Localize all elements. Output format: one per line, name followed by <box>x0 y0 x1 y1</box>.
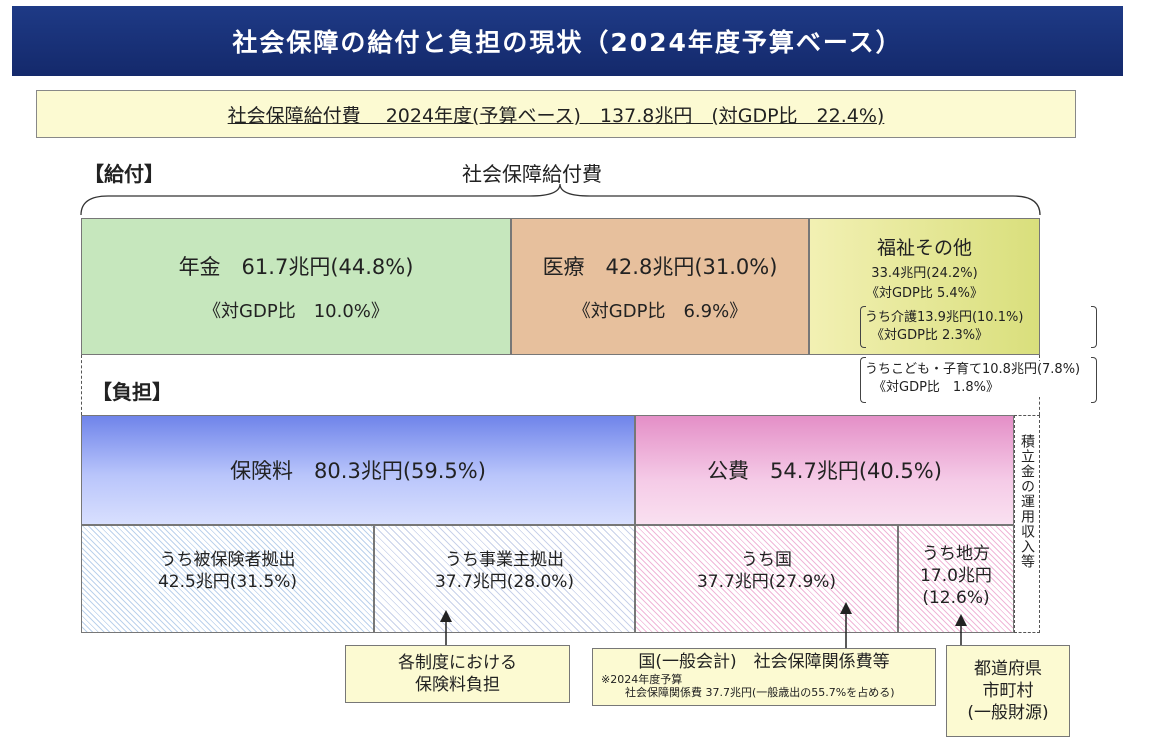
child-bracket-right <box>1091 357 1097 403</box>
public-label: 公費 54.7兆円(40.5%) <box>707 459 942 483</box>
local-share: (12.6%) <box>922 588 990 608</box>
pension-gdp: 《対GDP比 10.0%》 <box>203 300 389 322</box>
medical-gdp: 《対GDP比 6.9%》 <box>572 300 748 322</box>
employer-contribution-box: うち事業主拠出 37.7兆円(28.0%) <box>374 525 635 633</box>
pension-label: 年金 61.7兆円(44.8%) <box>178 254 414 279</box>
child-bracket-left <box>860 357 866 403</box>
medical-box: 医療 42.8兆円(31.0%) 《対GDP比 6.9%》 <box>511 218 809 355</box>
national-callout: 国(一般会計) 社会保障関係費等 ※2024年度予算 社会保障関係費 37.7兆… <box>592 648 936 706</box>
fund-income-label: 積立金の運用収入等 <box>1019 434 1035 569</box>
premium-callout: 各制度における 保険料負担 <box>345 645 570 703</box>
care-bracket-right <box>1091 306 1097 348</box>
child-note: うちこども・子育て10.8兆円(7.8%) 《対GDP比 1.8%》 <box>865 361 1081 397</box>
national-callout-note2: 社会保障関係費 37.7兆円(一般歳出の55.7%を占める) <box>625 686 895 699</box>
fund-income-box: 積立金の運用収入等 <box>1014 415 1040 633</box>
welfare-box: 福祉その他 33.4兆円(24.2%) 《対GDP比 5.4%》 <box>809 218 1040 355</box>
premium-callout-line1: 各制度における <box>398 653 517 673</box>
child-note-amount: うちこども・子育て10.8兆円(7.8%) <box>865 362 1081 377</box>
national-callout-note1: ※2024年度予算 <box>601 673 683 686</box>
national-label: うち国 <box>741 550 792 570</box>
local-callout-line3: (一般財源) <box>967 703 1049 723</box>
care-note-amount: うち介護13.9兆円(10.1%) <box>865 310 1024 325</box>
page-title: 社会保障の給付と負担の現状（2024年度予算ベース） <box>232 28 903 57</box>
local-callout-line2: 市町村 <box>982 681 1034 701</box>
summary-box: 社会保障給付費 2024年度(予算ベース) 137.8兆円 (対GDP比 22.… <box>36 90 1076 138</box>
welfare-gdp: 《対GDP比 5.4%》 <box>865 286 984 301</box>
child-note-gdp: 《対GDP比 1.8%》 <box>873 380 999 395</box>
summary-text: 社会保障給付費 2024年度(予算ベース) 137.8兆円 (対GDP比 22.… <box>227 104 885 127</box>
insurance-label: 保険料 80.3兆円(59.5%) <box>230 459 486 483</box>
employer-label: うち事業主拠出 <box>445 550 564 570</box>
insurance-box: 保険料 80.3兆円(59.5%) <box>81 415 635 525</box>
pension-box: 年金 61.7兆円(44.8%) 《対GDP比 10.0%》 <box>81 218 511 355</box>
public-box: 公費 54.7兆円(40.5%) <box>635 415 1014 525</box>
care-note: うち介護13.9兆円(10.1%) 《対GDP比 2.3%》 <box>865 309 1023 345</box>
care-bracket-left <box>860 306 866 348</box>
local-amount: 17.0兆円 <box>920 566 992 586</box>
title-banner: 社会保障の給付と負担の現状（2024年度予算ベース） <box>12 6 1123 76</box>
local-callout: 都道府県 市町村 (一般財源) <box>946 645 1070 737</box>
national-amount: 37.7兆円(27.9%) <box>696 572 837 592</box>
insured-label: うち被保険者拠出 <box>159 550 296 570</box>
benefits-brace-label: 社会保障給付費 <box>462 162 602 186</box>
employer-amount: 37.7兆円(28.0%) <box>434 572 575 592</box>
premium-callout-line2: 保険料負担 <box>415 675 500 695</box>
burden-section-label: 【負担】 <box>92 380 172 404</box>
insured-contribution-box: うち被保険者拠出 42.5兆円(31.5%) <box>81 525 374 633</box>
benefits-brace <box>80 183 1041 216</box>
benefits-section-label: 【給付】 <box>84 162 164 186</box>
frame-left-dash <box>81 355 82 415</box>
welfare-amount: 33.4兆円(24.2%) <box>871 266 978 281</box>
welfare-title: 福祉その他 <box>876 237 972 259</box>
medical-label: 医療 42.8兆円(31.0%) <box>542 254 778 279</box>
care-note-gdp: 《対GDP比 2.3%》 <box>871 328 989 343</box>
national-callout-title: 国(一般会計) 社会保障関係費等 <box>638 652 890 672</box>
insured-amount: 42.5兆円(31.5%) <box>157 572 298 592</box>
local-callout-line1: 都道府県 <box>974 659 1042 679</box>
national-share-box: うち国 37.7兆円(27.9%) <box>635 525 898 633</box>
local-label: うち地方 <box>922 544 990 564</box>
